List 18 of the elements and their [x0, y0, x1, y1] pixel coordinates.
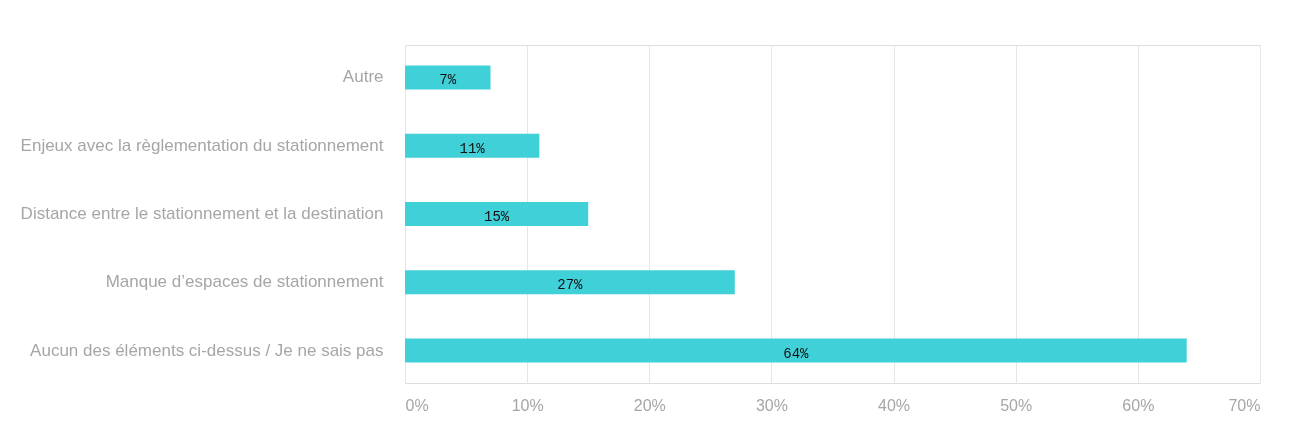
x-tick-label: 70%: [1228, 396, 1261, 414]
y-tick-label: Aucun des éléments ci-dessus / Je ne sais pas: [30, 340, 384, 360]
x-tick-label: 30%: [755, 396, 788, 414]
x-tick-label: 0%: [405, 396, 429, 414]
x-tick-label: 50%: [1000, 396, 1033, 414]
x-tick-label: 60%: [1122, 396, 1155, 414]
x-tick-label: 20%: [633, 396, 666, 414]
data-label: 15%: [484, 209, 510, 225]
x-tick-label: 40%: [878, 396, 911, 414]
data-label: 64%: [783, 345, 810, 362]
data-label: 27%: [557, 277, 584, 294]
y-tick-label: Distance entre le stationnement et la destination: [20, 204, 384, 223]
data-label: 11%: [459, 140, 486, 157]
x-tick-label: 10%: [511, 396, 544, 414]
y-tick-label: Manque d’espaces de stationnement: [105, 272, 384, 292]
y-tick-label: Enjeux avec la règlementation du stationnement: [20, 135, 384, 155]
data-label: 7%: [439, 72, 457, 89]
y-tick-label: Autre: [342, 67, 384, 87]
